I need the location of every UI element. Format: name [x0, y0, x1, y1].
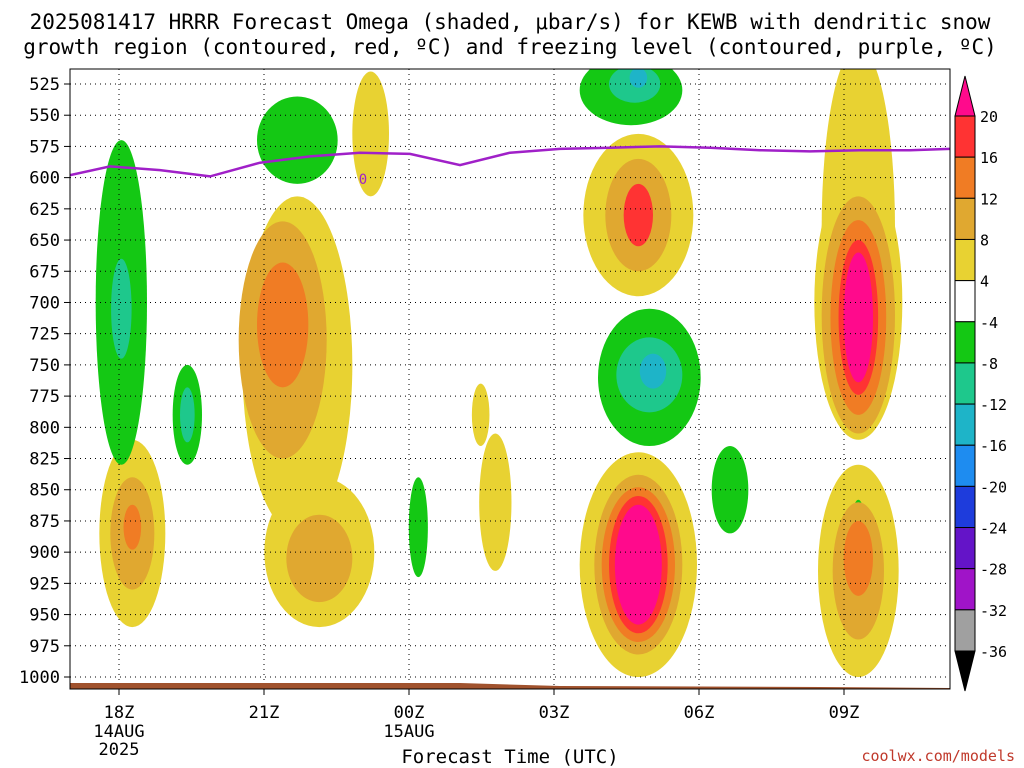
colorbar-label: 16 [980, 149, 998, 167]
omega-region [479, 433, 512, 571]
omega-shading [95, 69, 1024, 677]
y-tick-label: 725 [29, 325, 60, 345]
chart-title-line1: 2025081417 HRRR Forecast Omega (shaded, … [30, 10, 991, 34]
x-tick-label: 09Z [829, 703, 860, 723]
y-tick-label: 550 [29, 106, 60, 126]
omega-region [352, 71, 389, 197]
colorbar-band [954, 403, 976, 446]
omega-region [843, 252, 873, 383]
omega-region [286, 514, 353, 603]
omega-region [408, 477, 428, 578]
x-tick-date: 14AUG [93, 722, 144, 742]
colorbar-top-triangle [954, 75, 976, 117]
y-tick-label: 975 [29, 637, 60, 657]
colorbar-label: 20 [980, 108, 998, 126]
terrain-bar [70, 683, 950, 689]
omega-region [843, 520, 873, 596]
grid [70, 69, 950, 689]
x-axis-title: Forecast Time (UTC) [401, 746, 618, 768]
x-tick-label: 21Z [249, 703, 280, 723]
y-tick-label: 575 [29, 137, 60, 157]
y-tick-label: 750 [29, 356, 60, 376]
colorbar-band [954, 115, 976, 158]
colorbar-label: -12 [980, 396, 1007, 414]
colorbar-label: -24 [980, 520, 1007, 538]
colorbar-label: -8 [980, 355, 998, 373]
y-tick-label: 875 [29, 512, 60, 532]
colorbar-band [954, 280, 976, 323]
freezing-level-label: 0 [359, 172, 367, 188]
x-tick-label: 03Z [539, 703, 570, 723]
omega-region [623, 183, 653, 247]
colorbar-label: -20 [980, 478, 1007, 496]
omega-region [123, 504, 142, 550]
y-tick-label: 625 [29, 200, 60, 220]
colorbar-label: 12 [980, 190, 998, 208]
terrain-fill [70, 683, 950, 689]
y-axis: 525 550 575 600 625 650 675 700 725 750 775 800 825 8… [19, 75, 70, 688]
y-tick-label: 850 [29, 481, 60, 501]
colorbar-label: -32 [980, 602, 1007, 620]
y-tick-label: 900 [29, 543, 60, 563]
colorbar-band [954, 197, 976, 240]
x-tick-year: 2025 [99, 740, 140, 760]
y-tick-label: 925 [29, 574, 60, 594]
y-tick-label: 775 [29, 387, 60, 407]
y-tick-label: 800 [29, 418, 60, 438]
colorbar-label: -16 [980, 437, 1007, 455]
colorbar-band [954, 321, 976, 364]
colorbar-bottom-triangle [954, 650, 976, 692]
y-tick-label: 600 [29, 169, 60, 189]
credit-text: coolwx.com/models [861, 747, 1015, 765]
x-tick-label: 18Z [104, 703, 135, 723]
colorbar-label: -28 [980, 561, 1007, 579]
omega-region [1005, 440, 1024, 540]
colorbar-band [954, 609, 976, 652]
omega-region [111, 258, 132, 359]
plot-frame [69, 68, 951, 690]
y-tick-label: 950 [29, 606, 60, 626]
y-tick-label: 675 [29, 262, 60, 282]
y-tick-label: 1000 [19, 668, 60, 688]
omega-region [629, 69, 648, 88]
omega-region [257, 262, 309, 388]
omega-region [180, 387, 195, 443]
freezing-level: 0 [70, 145, 950, 188]
colorbar-band [954, 444, 976, 487]
colorbar-band [954, 238, 976, 282]
freezing-level-line [70, 145, 950, 178]
colorbar-label: 8 [980, 231, 989, 249]
colorbar-band [954, 485, 976, 529]
y-tick-label: 525 [29, 75, 60, 95]
x-tick-label: 06Z [684, 703, 715, 723]
y-tick-label: 650 [29, 231, 60, 251]
colorbar-band [954, 568, 976, 611]
colorbar-label: -4 [980, 314, 998, 332]
colorbar-label: -36 [980, 643, 1007, 661]
omega-region [639, 353, 667, 389]
x-tick-label: 00Z [394, 703, 425, 723]
x-tick-date: 15AUG [383, 722, 434, 742]
colorbar-band [954, 527, 976, 570]
omega-region [257, 96, 338, 184]
colorbar-band [954, 362, 976, 405]
y-tick-label: 825 [29, 450, 60, 470]
colorbar: 20 16 12 8 4 -4 -8 -12 -16 -20 -24 -28 -32 -36 [954, 75, 1007, 692]
omega-region [614, 504, 662, 625]
chart-title-line2: growth region (contoured, red, ºC) and f… [23, 35, 997, 59]
colorbar-band [954, 156, 976, 199]
colorbar-label: 4 [980, 273, 989, 291]
y-tick-label: 700 [29, 293, 60, 313]
omega-region [471, 383, 490, 447]
